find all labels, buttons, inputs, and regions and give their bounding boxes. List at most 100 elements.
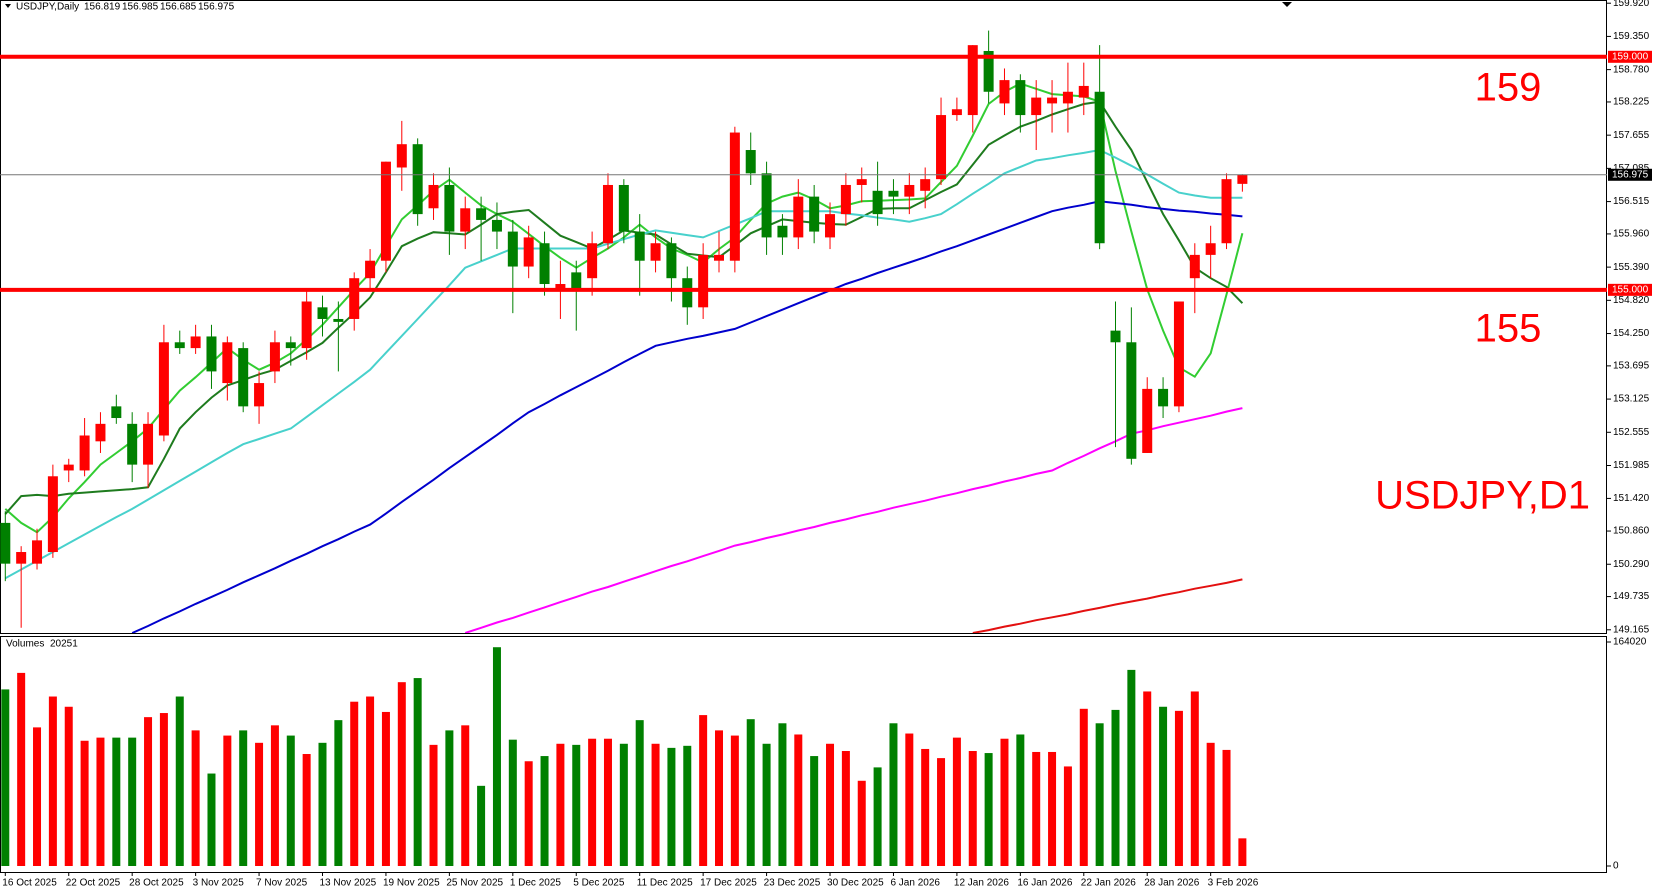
level-label-box <box>1608 283 1652 296</box>
volume-bar <box>667 747 676 866</box>
volume-bar <box>746 719 755 866</box>
candle-body <box>190 336 201 349</box>
moving-average-line <box>972 578 1243 633</box>
candle-body <box>840 184 851 215</box>
candle-body <box>254 383 265 407</box>
candle-body <box>412 144 423 215</box>
volume-bar <box>905 733 914 866</box>
header-low: 156.685 <box>160 2 197 13</box>
moving-average-line <box>4 82 1244 534</box>
volume-bar <box>1127 669 1136 866</box>
candle-body <box>1189 254 1200 279</box>
candle-body <box>491 219 502 232</box>
candle-body <box>872 190 883 215</box>
candle-body <box>888 190 899 197</box>
candle-body <box>269 342 280 372</box>
candle-body <box>380 161 391 261</box>
volume-bar <box>715 730 723 866</box>
volume-bar <box>508 739 517 866</box>
candle-body <box>63 464 74 471</box>
volume-bar <box>477 785 486 866</box>
candle-body <box>1142 388 1153 453</box>
level-label: 155.000 <box>1612 284 1649 295</box>
shift-marker <box>1282 2 1292 7</box>
volume-bar <box>144 717 153 866</box>
candle-body <box>1110 330 1121 343</box>
y-tick-label: 159.350 <box>1613 31 1650 42</box>
volume-bar <box>619 743 628 866</box>
annotation: 155 <box>1475 307 1542 351</box>
y-tick-label: 157.085 <box>1613 163 1650 174</box>
volume-bar <box>350 701 359 866</box>
moving-average-line <box>131 200 1243 633</box>
volume-bar <box>1048 751 1057 866</box>
candle-body <box>1126 342 1137 459</box>
y-tick-label: 154.250 <box>1613 328 1650 339</box>
volume-bar <box>461 725 470 866</box>
candle-body <box>809 196 820 232</box>
volume-bar <box>1159 706 1168 866</box>
candle-body <box>127 423 138 465</box>
candle-body <box>174 342 185 349</box>
x-tick-label: 1 Dec 2025 <box>510 878 562 889</box>
candle-body <box>47 476 58 553</box>
candle-body <box>571 272 582 290</box>
candle-body <box>222 342 233 384</box>
volume-bar <box>159 713 168 866</box>
candle-body <box>634 231 645 261</box>
volume-bar <box>207 773 216 866</box>
candle-body <box>1031 97 1042 116</box>
candle-body <box>79 435 90 471</box>
volume-bar <box>445 730 454 866</box>
price-panel-frame <box>0 0 1607 634</box>
candle-body <box>951 109 962 116</box>
volume-bar <box>1111 709 1120 866</box>
x-tick-label: 28 Jan 2026 <box>1144 878 1199 889</box>
candle-body <box>238 348 249 407</box>
volume-bar <box>318 742 327 866</box>
volume-bar <box>588 738 597 866</box>
volume-bar <box>524 761 533 866</box>
candle-body <box>1047 97 1058 104</box>
candle-body <box>16 552 27 564</box>
volume-bar <box>603 738 612 866</box>
volume-bar <box>492 647 501 866</box>
volume-bar <box>429 744 438 866</box>
volume-bar <box>223 735 232 866</box>
candle-body <box>444 184 455 232</box>
current-price-box <box>1608 168 1652 181</box>
candle-body <box>460 208 471 232</box>
candle-body <box>793 196 804 238</box>
volume-bar <box>175 696 184 866</box>
x-tick-label: 13 Nov 2025 <box>320 878 377 889</box>
candle-body <box>650 243 661 261</box>
volume-bar <box>572 744 581 866</box>
volume-bar <box>302 754 311 866</box>
volume-bar <box>937 758 946 866</box>
candle-body <box>999 80 1010 104</box>
candle-body <box>206 336 217 372</box>
candle-body <box>111 406 122 419</box>
annotation: USDJPY,D1 <box>1375 474 1590 518</box>
candle-body <box>1094 91 1105 244</box>
moving-average-line <box>464 407 1243 633</box>
candle-body <box>1078 85 1089 98</box>
candle-body <box>1221 179 1232 244</box>
x-tick-label: 12 Jan 2026 <box>954 878 1009 889</box>
candle-body <box>682 278 693 308</box>
x-tick-label: 23 Dec 2025 <box>764 878 821 889</box>
y-tick-label: 151.985 <box>1613 460 1650 471</box>
volume-bar <box>1000 738 1009 866</box>
candle-body <box>1158 388 1169 407</box>
volume-bar <box>96 737 105 866</box>
volume-bar <box>334 720 343 866</box>
candle-body <box>936 115 947 180</box>
volume-bar <box>381 711 390 866</box>
candle-body <box>428 184 439 209</box>
current-price-label: 156.975 <box>1612 169 1649 180</box>
volume-bar <box>1079 708 1088 866</box>
candle-body <box>1205 243 1216 255</box>
x-tick-label: 19 Nov 2025 <box>383 878 440 889</box>
y-tick-label: 157.655 <box>1613 130 1650 141</box>
